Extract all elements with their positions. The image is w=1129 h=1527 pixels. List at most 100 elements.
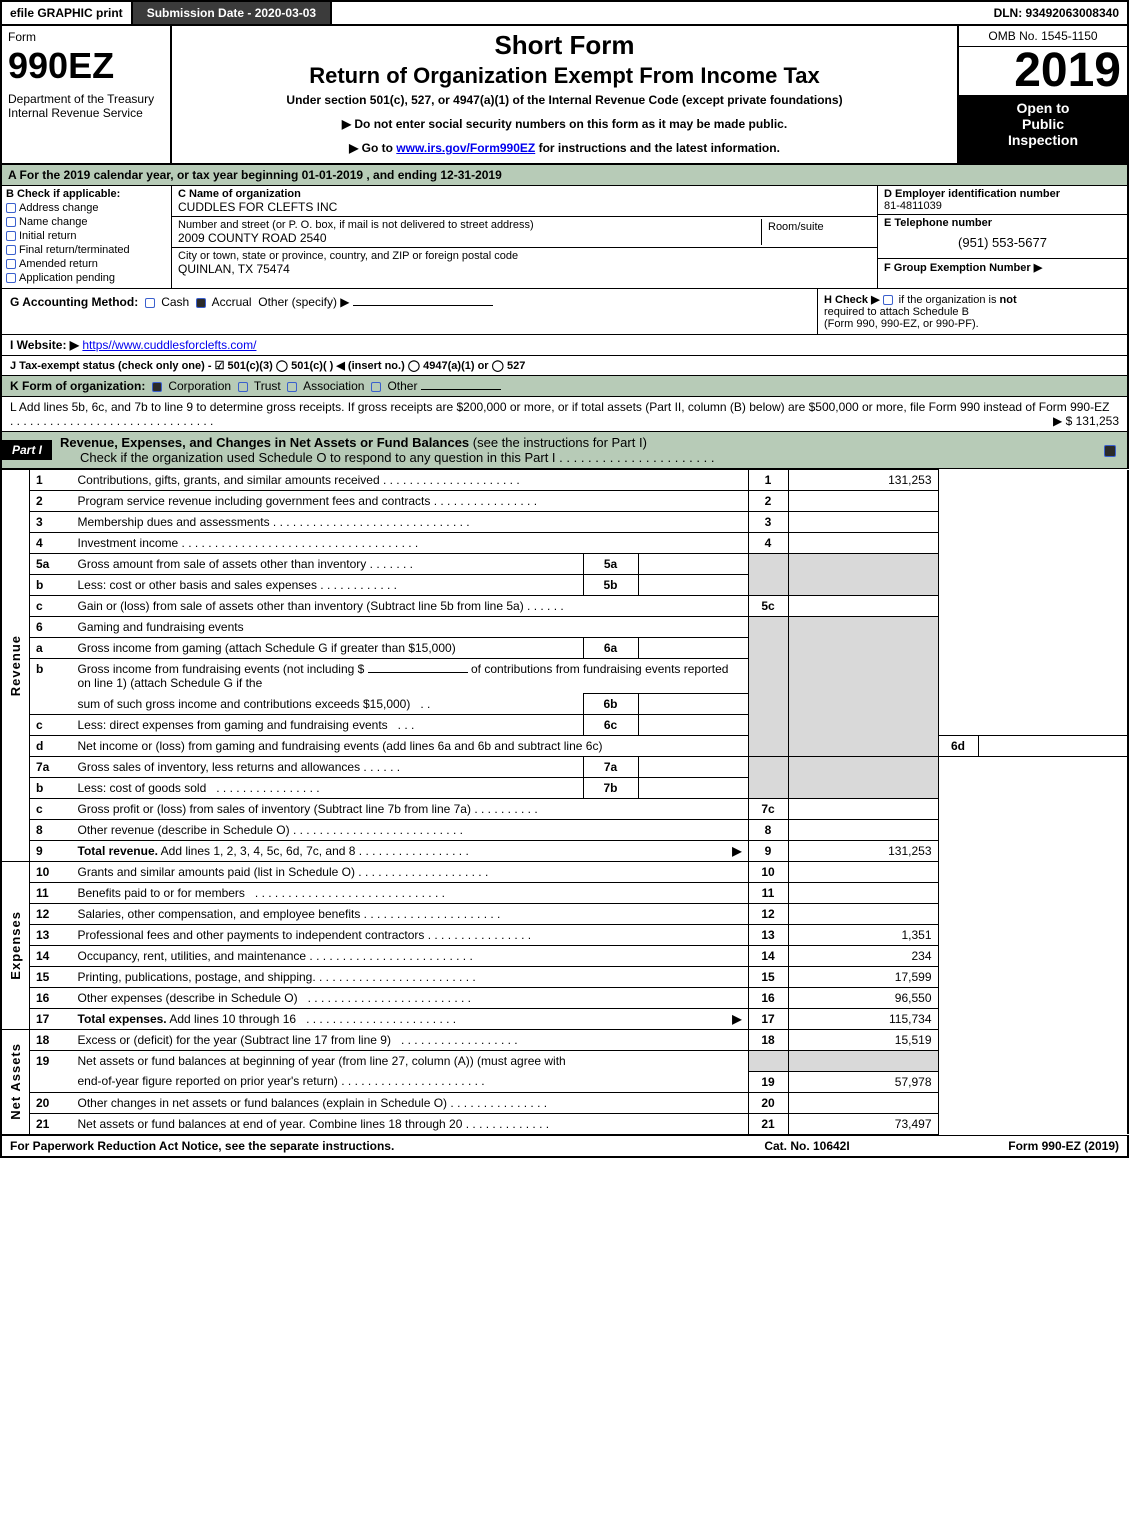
box-b: B Check if applicable: Address change Na… bbox=[2, 186, 172, 288]
line-desc-text: Professional fees and other payments to … bbox=[78, 928, 425, 942]
line-no: b bbox=[30, 778, 72, 799]
row-k: K Form of organization: Corporation Trus… bbox=[0, 376, 1129, 397]
checkbox-checked-icon[interactable] bbox=[196, 298, 206, 308]
checkbox-icon[interactable] bbox=[6, 273, 16, 283]
line-8: 8 Other revenue (describe in Schedule O)… bbox=[1, 820, 1128, 841]
line-desc: Net income or (loss) from gaming and fun… bbox=[72, 736, 749, 757]
grey-cell bbox=[788, 617, 938, 757]
checkbox-icon[interactable] bbox=[6, 203, 16, 213]
checkbox-icon[interactable] bbox=[287, 382, 297, 392]
line-desc: Contributions, gifts, grants, and simila… bbox=[72, 470, 749, 491]
line-7a: 7a Gross sales of inventory, less return… bbox=[1, 757, 1128, 778]
form-header: Form 990EZ Department of the Treasury In… bbox=[0, 26, 1129, 165]
line-desc: Gross sales of inventory, less returns a… bbox=[72, 757, 584, 778]
phone-block: E Telephone number (951) 553-5677 bbox=[878, 215, 1127, 259]
line-desc: Gross profit or (loss) from sales of inv… bbox=[72, 799, 749, 820]
part-i-table: Revenue 1 Contributions, gifts, grants, … bbox=[0, 469, 1129, 1135]
arrow-icon: ▶ bbox=[732, 844, 741, 858]
line-amount: 73,497 bbox=[788, 1113, 938, 1134]
line-num: 3 bbox=[748, 512, 788, 533]
footer-right-bold: 990-EZ bbox=[1042, 1139, 1081, 1153]
under-section: Under section 501(c), 527, or 4947(a)(1)… bbox=[178, 93, 951, 107]
line-desc: Less: cost or other basis and sales expe… bbox=[72, 575, 584, 596]
line-desc-text: Gross profit or (loss) from sales of inv… bbox=[78, 802, 471, 816]
line-num: 10 bbox=[748, 862, 788, 883]
j-text: J Tax-exempt status (check only one) - ☑… bbox=[10, 360, 525, 372]
part-i-checkbox bbox=[1104, 443, 1127, 457]
h-text3: required to attach Schedule B bbox=[824, 306, 969, 318]
l6b-blank[interactable] bbox=[368, 672, 468, 673]
line-desc-text: Gain or (loss) from sale of assets other… bbox=[78, 599, 524, 613]
row-g: G Accounting Method: Cash Accrual Other … bbox=[2, 289, 817, 334]
line-20: 20 Other changes in net assets or fund b… bbox=[1, 1092, 1128, 1113]
chk-name-change: Name change bbox=[6, 216, 167, 228]
line-desc: Membership dues and assessments . . . . … bbox=[72, 512, 749, 533]
inspect-l3: Inspection bbox=[961, 132, 1125, 148]
line-7c: c Gross profit or (loss) from sales of i… bbox=[1, 799, 1128, 820]
org-address: 2009 COUNTY ROAD 2540 bbox=[178, 231, 761, 245]
checkbox-icon[interactable] bbox=[6, 245, 16, 255]
period-text: A For the 2019 calendar year, or tax yea… bbox=[8, 168, 502, 182]
website-link[interactable]: https//www.cuddlesforclefts.com/ bbox=[82, 338, 256, 352]
efile-text: efile GRAPHIC print bbox=[10, 6, 123, 20]
checkbox-icon[interactable] bbox=[238, 382, 248, 392]
sub-val bbox=[638, 694, 748, 715]
grey-cell bbox=[788, 1051, 938, 1072]
line-desc-text: Less: cost or other basis and sales expe… bbox=[78, 578, 317, 592]
checkbox-checked-icon[interactable] bbox=[1104, 445, 1116, 457]
line-no: 2 bbox=[30, 491, 72, 512]
line-num: 12 bbox=[748, 904, 788, 925]
line-16: 16 Other expenses (describe in Schedule … bbox=[1, 988, 1128, 1009]
revenue-side-label: Revenue bbox=[1, 470, 30, 862]
line-desc: end-of-year figure reported on prior yea… bbox=[72, 1071, 749, 1092]
line-13: 13 Professional fees and other payments … bbox=[1, 925, 1128, 946]
line-desc: Gain or (loss) from sale of assets other… bbox=[72, 596, 749, 617]
checkbox-icon[interactable] bbox=[6, 231, 16, 241]
checkbox-icon[interactable] bbox=[371, 382, 381, 392]
line-no: 13 bbox=[30, 925, 72, 946]
inspect-l1: Open to bbox=[961, 100, 1125, 116]
line-amount: 15,519 bbox=[788, 1030, 938, 1051]
checkbox-icon[interactable] bbox=[6, 259, 16, 269]
line-no: 9 bbox=[30, 841, 72, 862]
footer-right-pre: Form bbox=[1008, 1139, 1041, 1153]
part-i-line2: Check if the organization used Schedule … bbox=[60, 450, 556, 465]
line-num: 11 bbox=[748, 883, 788, 904]
sub-val bbox=[638, 778, 748, 799]
g-other-input[interactable] bbox=[353, 305, 493, 306]
city-label: City or town, state or province, country… bbox=[178, 250, 871, 262]
row-i: I Website: ▶ https//www.cuddlesforclefts… bbox=[0, 335, 1129, 356]
checkbox-icon[interactable] bbox=[6, 217, 16, 227]
line-no: 4 bbox=[30, 533, 72, 554]
line-num: 13 bbox=[748, 925, 788, 946]
line-21: 21 Net assets or fund balances at end of… bbox=[1, 1113, 1128, 1134]
line-num: 16 bbox=[748, 988, 788, 1009]
dln-text: DLN: 93492063008340 bbox=[994, 6, 1119, 20]
checkbox-icon[interactable] bbox=[145, 298, 155, 308]
line-amount: 57,978 bbox=[788, 1071, 938, 1092]
sub-val bbox=[638, 638, 748, 659]
submission-text: Submission Date - 2020-03-03 bbox=[147, 6, 316, 20]
g-label: G Accounting Method: bbox=[10, 295, 138, 309]
line-5a: 5a Gross amount from sale of assets othe… bbox=[1, 554, 1128, 575]
line-desc-text: Excess or (deficit) for the year (Subtra… bbox=[78, 1033, 391, 1047]
sub-box: 7a bbox=[583, 757, 638, 778]
ein-value: 81-4811039 bbox=[884, 200, 1121, 212]
line-4: 4 Investment income . . . . . . . . . . … bbox=[1, 533, 1128, 554]
irs-link[interactable]: www.irs.gov/Form990EZ bbox=[396, 141, 535, 155]
line-no: 1 bbox=[30, 470, 72, 491]
part-i-title-bold: Revenue, Expenses, and Changes in Net As… bbox=[60, 435, 469, 450]
line-desc: Occupancy, rent, utilities, and maintena… bbox=[72, 946, 749, 967]
line-num: 2 bbox=[748, 491, 788, 512]
line-desc-text: Benefits paid to or for members bbox=[78, 886, 245, 900]
checkbox-checked-icon[interactable] bbox=[152, 382, 162, 392]
identity-block: B Check if applicable: Address change Na… bbox=[0, 186, 1129, 289]
k-other-input[interactable] bbox=[421, 389, 501, 390]
line-desc: Gross amount from sale of assets other t… bbox=[72, 554, 584, 575]
line-6a: a Gross income from gaming (attach Sched… bbox=[1, 638, 1128, 659]
sub-box: 6c bbox=[583, 715, 638, 736]
checkbox-icon[interactable] bbox=[883, 295, 893, 305]
l-text: L Add lines 5b, 6c, and 7b to line 9 to … bbox=[10, 400, 1109, 414]
sub-box: 6a bbox=[583, 638, 638, 659]
line-num: 4 bbox=[748, 533, 788, 554]
